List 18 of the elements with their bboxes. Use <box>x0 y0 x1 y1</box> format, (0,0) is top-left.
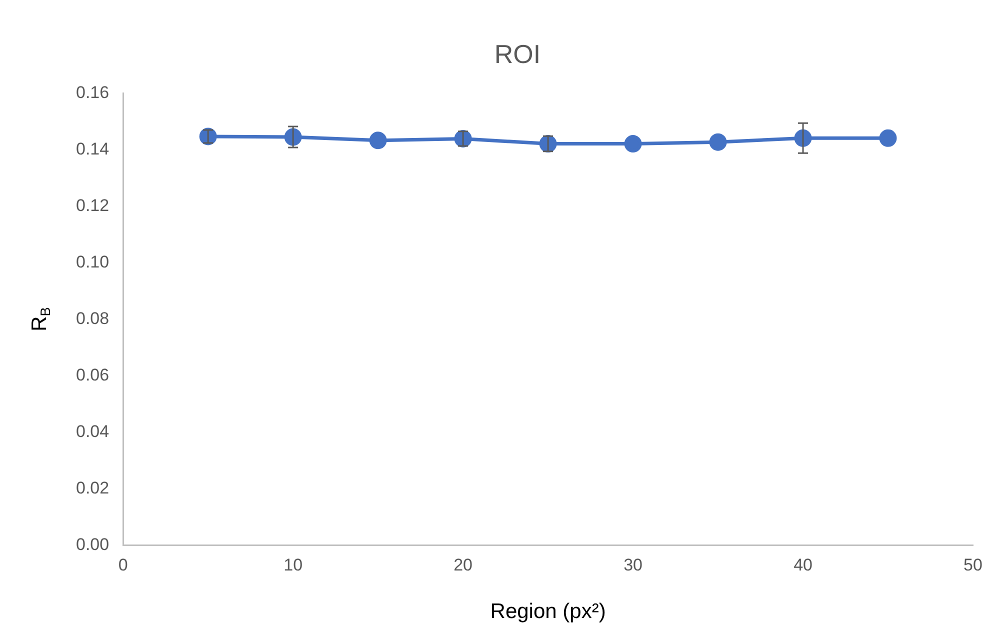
y-tick-label: 0.04 <box>76 422 110 442</box>
y-axis-title: RB <box>28 307 54 332</box>
x-axis-title: Region (px²) <box>490 600 606 624</box>
x-tick-label: 20 <box>454 555 473 574</box>
x-tick-label: 30 <box>624 555 642 574</box>
y-tick-label: 0.08 <box>76 308 110 328</box>
y-tick-label: 0.10 <box>76 252 110 272</box>
x-tick-label: 10 <box>284 555 303 574</box>
y-tick-label: 0.00 <box>76 535 110 554</box>
y-tick-label: 0.12 <box>76 196 110 215</box>
y-tick-label: 0.06 <box>76 366 110 385</box>
x-tick-label: 40 <box>794 555 812 574</box>
chart-title: ROI <box>494 38 541 69</box>
y-tick-label: 0.02 <box>76 478 110 498</box>
y-tick-label: 0.14 <box>76 139 110 158</box>
x-tick-label: 50 <box>964 555 982 574</box>
y-tick-label: 0.16 <box>76 82 110 102</box>
x-tick-label: 0 <box>118 555 128 574</box>
